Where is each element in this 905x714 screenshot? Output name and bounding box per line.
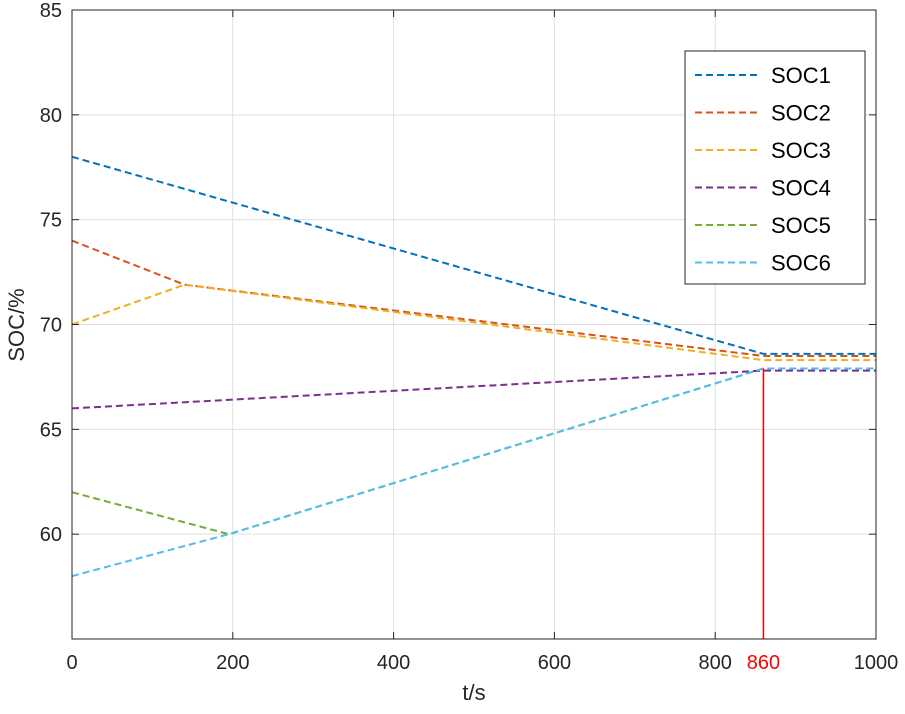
x-tick-label: 800 <box>699 652 732 674</box>
tick-labels: 0 200 400 600 800 1000 60 65 70 75 80 85 <box>40 0 899 674</box>
series-line-soc6 <box>71 367 876 578</box>
marker-label: 860 <box>747 652 780 674</box>
legend-label-soc3: SOC3 <box>771 138 831 163</box>
series-line-soc1 <box>71 155 876 355</box>
x-tick-label: 400 <box>377 652 410 674</box>
series-line-soc3 <box>71 283 876 362</box>
legend-label-soc2: SOC2 <box>771 101 831 126</box>
legend: SOC1 SOC2 SOC3 SOC4 SOC5 SOC6 <box>684 50 866 285</box>
y-tick-label: 65 <box>40 419 62 441</box>
y-axis-label: SOC/% <box>4 288 29 361</box>
legend-label-soc4: SOC4 <box>771 176 831 201</box>
x-tick-label: 1000 <box>854 652 899 674</box>
legend-label-soc1: SOC1 <box>771 63 831 88</box>
y-tick-label: 80 <box>40 105 62 127</box>
legend-label-soc5: SOC5 <box>771 213 831 238</box>
series-layer <box>71 155 876 578</box>
x-axis-label: t/s <box>462 680 485 705</box>
legend-box <box>684 50 866 285</box>
y-tick-label: 85 <box>40 0 62 22</box>
series-line-soc2 <box>71 239 876 357</box>
x-tick-label: 200 <box>216 652 249 674</box>
legend-label-soc6: SOC6 <box>771 251 831 276</box>
y-tick-label: 75 <box>40 210 62 232</box>
y-tick-label: 70 <box>40 315 62 337</box>
y-tick-label: 60 <box>40 524 62 546</box>
marker-layer: 860 <box>747 368 780 674</box>
x-tick-label: 0 <box>66 652 77 674</box>
x-tick-label: 600 <box>538 652 571 674</box>
